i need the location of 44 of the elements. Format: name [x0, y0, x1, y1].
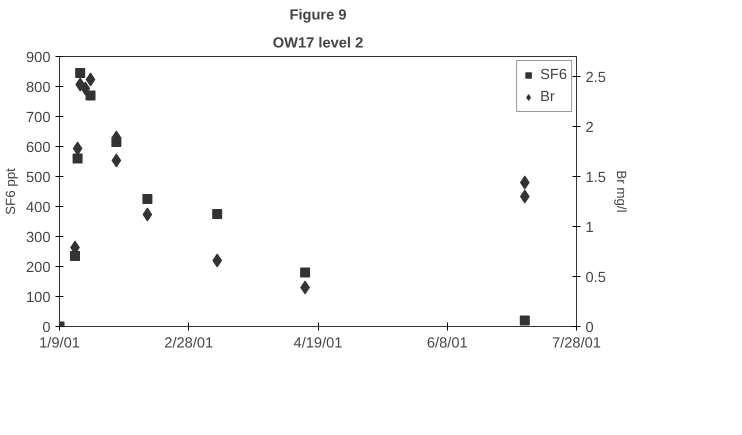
y2-tick-label: 1.5 [586, 170, 606, 186]
y-tick-label: 100 [26, 290, 51, 306]
point [75, 68, 86, 78]
point [520, 176, 530, 190]
y2-tick-label: 2.5 [586, 70, 606, 86]
point [142, 194, 152, 204]
point [70, 251, 80, 261]
x-tick-label: 1/9/01 [39, 336, 80, 352]
point [86, 72, 96, 86]
point [72, 154, 83, 164]
legend-label: SF6 [540, 67, 567, 83]
y-axis-title: SF6 ppt [3, 168, 18, 215]
y2-tick-label: 0 [586, 320, 594, 336]
point [112, 154, 122, 168]
point [300, 268, 310, 278]
point [80, 82, 90, 96]
x-tick-label: 7/28/01 [552, 336, 601, 352]
y-tick-label: 600 [26, 140, 51, 156]
legend-label: Br [540, 89, 556, 105]
y-tick-label: 400 [26, 200, 51, 216]
x-tick-label: 4/19/01 [294, 336, 342, 352]
y-tick-label: 0 [42, 320, 51, 336]
point [300, 280, 310, 294]
y2-tick-label: 1 [586, 220, 594, 236]
y2-tick-label: 2 [586, 120, 594, 136]
y-tick-label: 200 [26, 260, 51, 276]
point [212, 209, 222, 219]
point [72, 142, 82, 156]
y2-axis-title: Br mg/l [614, 170, 629, 213]
x-tick-label: 2/28/01 [164, 336, 214, 352]
point [520, 316, 530, 326]
point [212, 254, 222, 268]
point [142, 208, 152, 222]
y-tick-label: 500 [26, 170, 51, 186]
y2-tick-label: 0.5 [586, 270, 606, 286]
y-tick-label: 300 [26, 230, 51, 246]
point [86, 90, 96, 100]
point [520, 190, 530, 204]
y-tick-label: 900 [26, 50, 51, 66]
chart-title: Figure 9 [289, 8, 347, 24]
y-tick-label: 700 [26, 110, 51, 126]
chart-subtitle: OW17 level 2 [272, 36, 364, 52]
y-tick-label: 800 [26, 80, 51, 96]
x-tick-label: 6/8/01 [426, 336, 468, 352]
